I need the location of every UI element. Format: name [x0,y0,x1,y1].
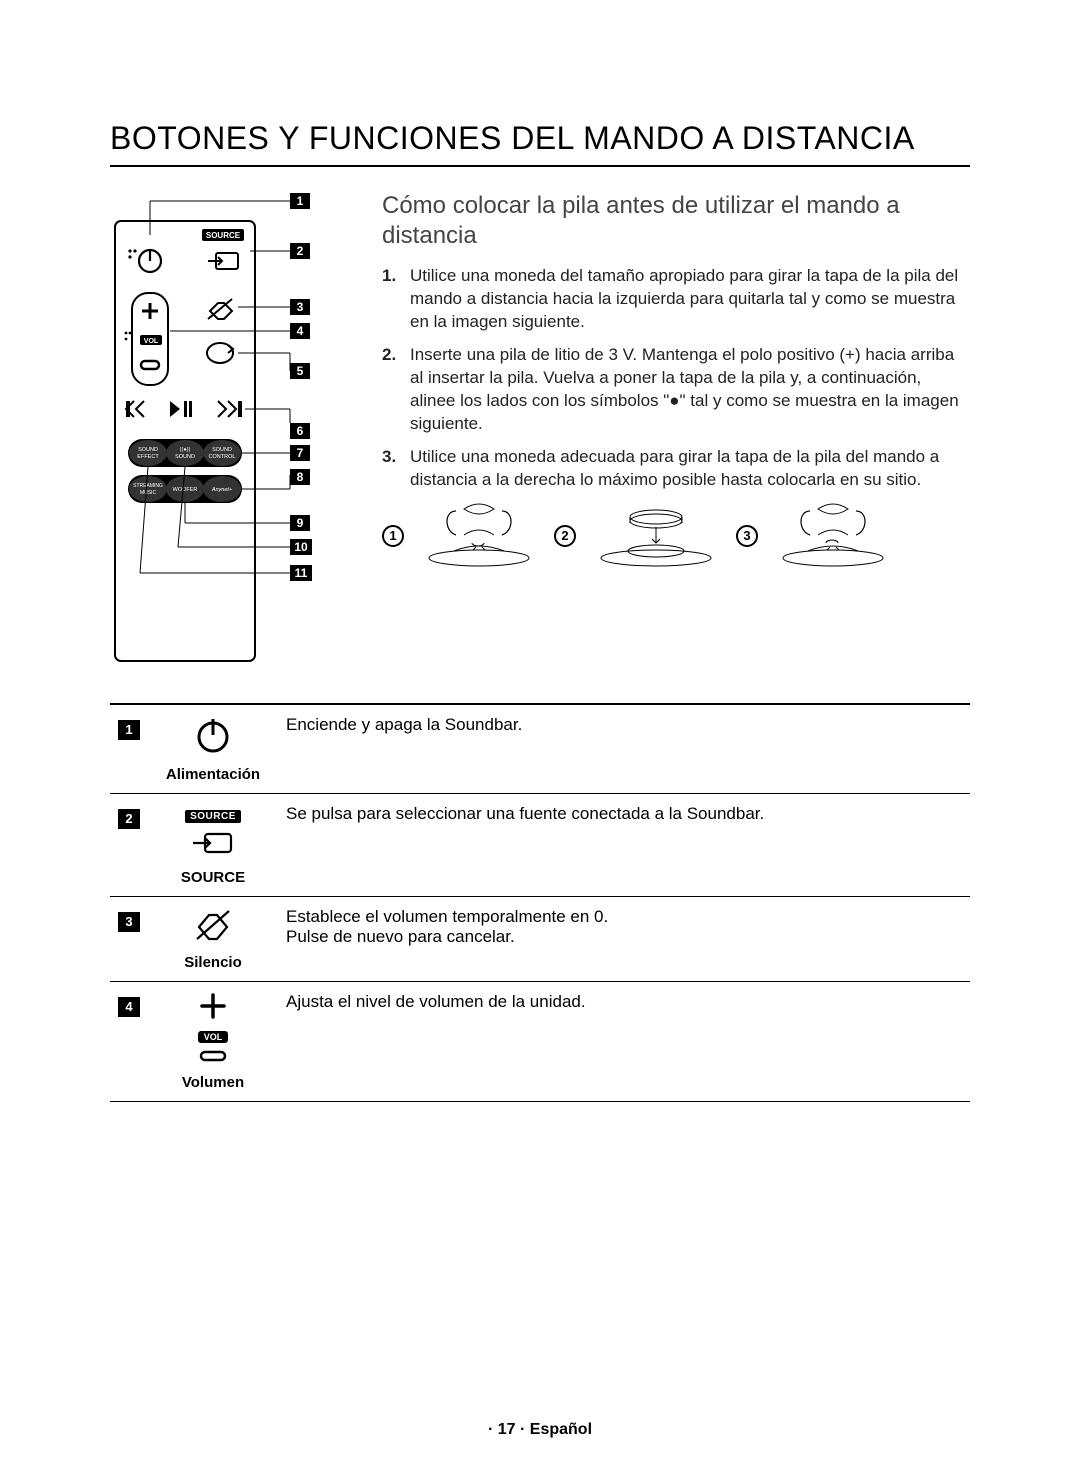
table-row: 2 SOURCE SOURCE Se pulsa para selecciona… [110,794,970,897]
volume-minus-icon [198,1049,228,1063]
instructions-list: Utilice una moneda del tamaño apropiado … [382,265,970,491]
battery-step-graphic [596,503,716,568]
instruction-step: Inserte una pila de litio de 3 V. Manten… [382,344,970,436]
table-row: 3 Silencio Establece el volumen temporal… [110,897,970,982]
svg-text:11: 11 [295,566,308,580]
svg-text:3: 3 [297,300,304,314]
power-icon [193,715,233,755]
row-number-badge: 2 [118,809,140,829]
svg-text:4: 4 [297,324,304,338]
battery-step-graphic [424,503,534,568]
row-description: Ajusta el nivel de volumen de la unidad. [278,982,970,1102]
svg-text:((●)): ((●)) [180,447,191,453]
svg-text:WOOFER: WOOFER [173,487,198,493]
row-number-badge: 4 [118,997,140,1017]
fig-label-1: 1 [382,525,404,547]
svg-text:Anynet+: Anynet+ [211,487,233,493]
icon-label: Volumen [156,1074,270,1091]
svg-text:SOUND: SOUND [212,447,232,453]
svg-text:9: 9 [297,516,304,530]
icon-label: Silencio [156,954,270,971]
svg-text:MUSIC: MUSIC [140,490,157,496]
svg-text:SOUND: SOUND [138,447,158,453]
instructions-heading: Cómo colocar la pila antes de utilizar e… [382,191,970,251]
instructions: Cómo colocar la pila antes de utilizar e… [382,191,970,671]
svg-text:SOURCE: SOURCE [206,231,241,240]
row-number-badge: 3 [118,912,140,932]
svg-text:VOL: VOL [144,338,159,345]
svg-text:STREAMING: STREAMING [133,483,163,489]
table-row: 1 Alimentación Enciende y apaga la Sound… [110,704,970,794]
icon-label: Alimentación [156,766,270,783]
svg-text:1: 1 [297,194,304,208]
svg-text:CONTROL: CONTROL [209,454,236,460]
volume-plus-icon [196,992,230,1020]
page-title: BOTONES Y FUNCIONES DEL MANDO A DISTANCI… [110,120,970,167]
page-footer: · 17 · Español [0,1421,1080,1439]
svg-text:8: 8 [297,470,304,484]
source-badge-icon: SOURCE [185,810,241,823]
row-description: Enciende y apaga la Soundbar. [278,704,970,794]
battery-step-graphic [778,503,888,568]
svg-text:2: 2 [297,244,304,258]
buttons-table: 1 Alimentación Enciende y apaga la Sound… [110,703,970,1102]
battery-figure: 1 2 3 [382,503,970,568]
svg-text:10: 10 [294,540,308,554]
top-section: SOURCE VOL [110,191,970,671]
mute-icon [193,907,233,943]
remote-diagram: SOURCE VOL [110,191,350,671]
svg-text:EFFECT: EFFECT [137,454,159,460]
row-description: Establece el volumen temporalmente en 0.… [278,897,970,982]
svg-text:6: 6 [297,424,304,438]
row-description: Se pulsa para seleccionar una fuente con… [278,794,970,897]
row-number-badge: 1 [118,720,140,740]
svg-text:SOUND: SOUND [175,454,195,460]
source-icon [191,828,235,858]
svg-text:7: 7 [297,446,304,460]
vol-badge-icon: VOL [198,1031,229,1043]
icon-label: SOURCE [156,869,270,886]
fig-label-2: 2 [554,525,576,547]
instruction-step: Utilice una moneda adecuada para girar l… [382,446,970,492]
instruction-step: Utilice una moneda del tamaño apropiado … [382,265,970,334]
fig-label-3: 3 [736,525,758,547]
svg-text:5: 5 [297,364,304,378]
table-row: 4 VOL Volumen Ajusta el nivel de volumen… [110,982,970,1102]
